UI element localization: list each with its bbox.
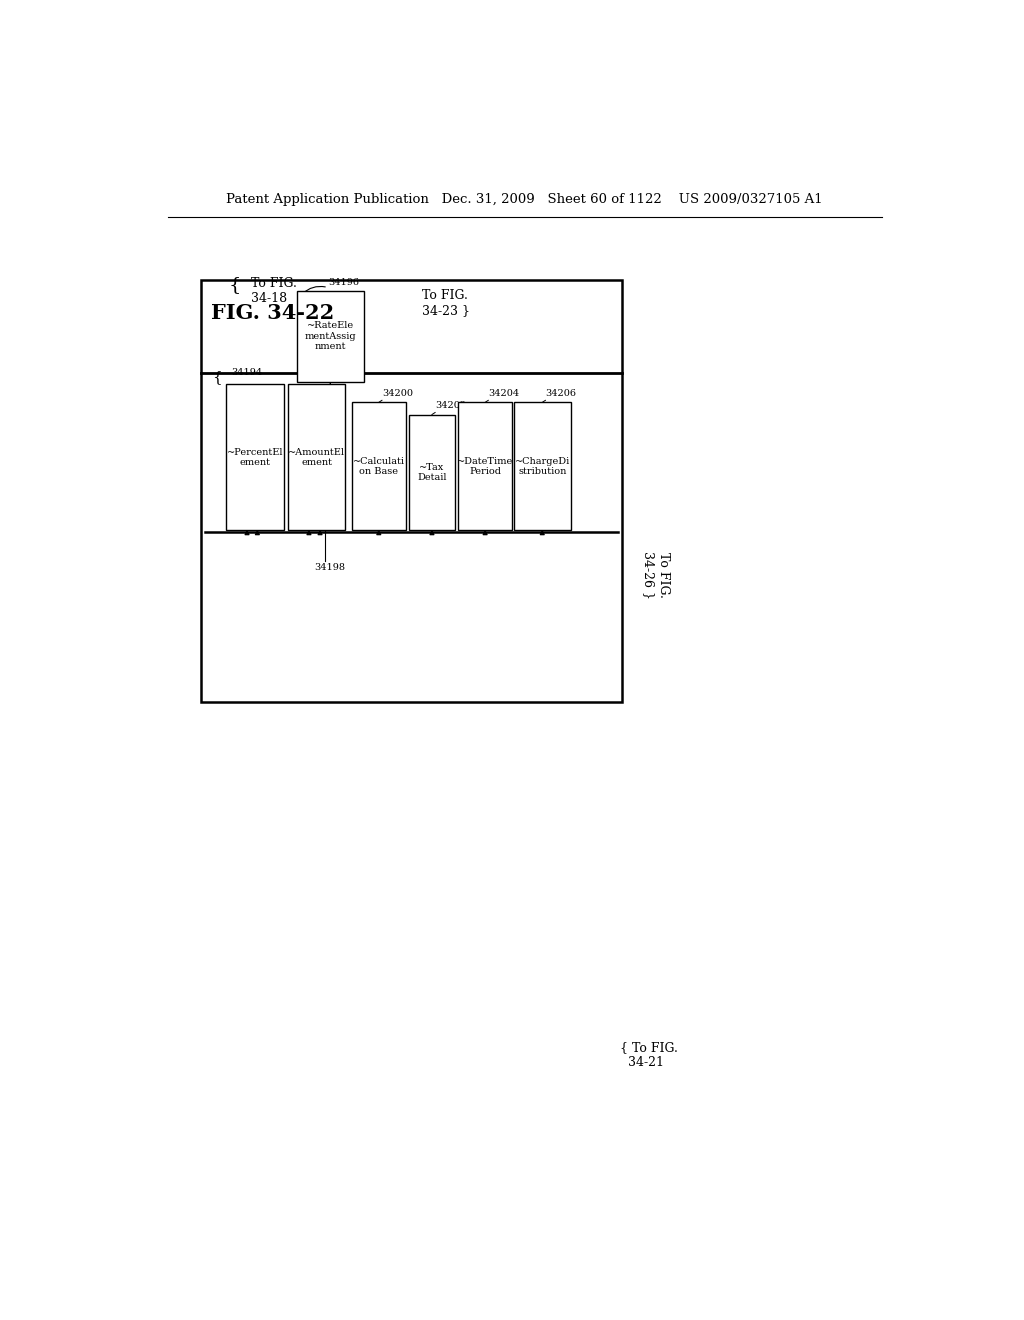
Bar	[514, 403, 570, 531]
Bar	[289, 384, 345, 531]
Text: To FIG.
34-26 }: To FIG. 34-26 }	[642, 552, 670, 599]
Text: To FIG.
34-18: To FIG. 34-18	[251, 276, 297, 305]
Text: {: {	[229, 276, 242, 294]
Text: 34200: 34200	[382, 389, 413, 399]
Bar	[226, 384, 284, 531]
Text: Patent Application Publication   Dec. 31, 2009   Sheet 60 of 1122    US 2009/032: Patent Application Publication Dec. 31, …	[226, 193, 823, 206]
Text: 34198: 34198	[314, 562, 345, 572]
Bar	[201, 280, 622, 702]
Text: ~AmountEl
ement: ~AmountEl ement	[289, 447, 345, 467]
Text: ~ChargeDi
stribution: ~ChargeDi stribution	[515, 457, 570, 477]
Text: 34196: 34196	[328, 279, 359, 288]
Text: ~DateTime
Period: ~DateTime Period	[457, 457, 513, 477]
Text: { To FIG.
  34-21: { To FIG. 34-21	[620, 1041, 678, 1069]
Bar	[297, 290, 365, 381]
Text: 34204: 34204	[488, 389, 519, 399]
Text: 34202: 34202	[435, 401, 466, 411]
Text: ~Tax
Detail: ~Tax Detail	[417, 463, 446, 482]
Text: FIG. 34-22: FIG. 34-22	[211, 302, 335, 322]
Bar	[409, 414, 455, 531]
Text: 34194: 34194	[231, 368, 262, 378]
Bar	[458, 403, 512, 531]
Bar	[352, 403, 406, 531]
Text: 34206: 34206	[546, 389, 577, 399]
Text: ~RateEle
mentAssig
nment: ~RateEle mentAssig nment	[304, 321, 356, 351]
Text: {: {	[212, 370, 221, 384]
Text: To FIG.
34-23 }: To FIG. 34-23 }	[422, 289, 470, 317]
Text: ~PercentEl
ement: ~PercentEl ement	[226, 447, 284, 467]
Text: ~Calculati
on Base: ~Calculati on Base	[353, 457, 404, 477]
